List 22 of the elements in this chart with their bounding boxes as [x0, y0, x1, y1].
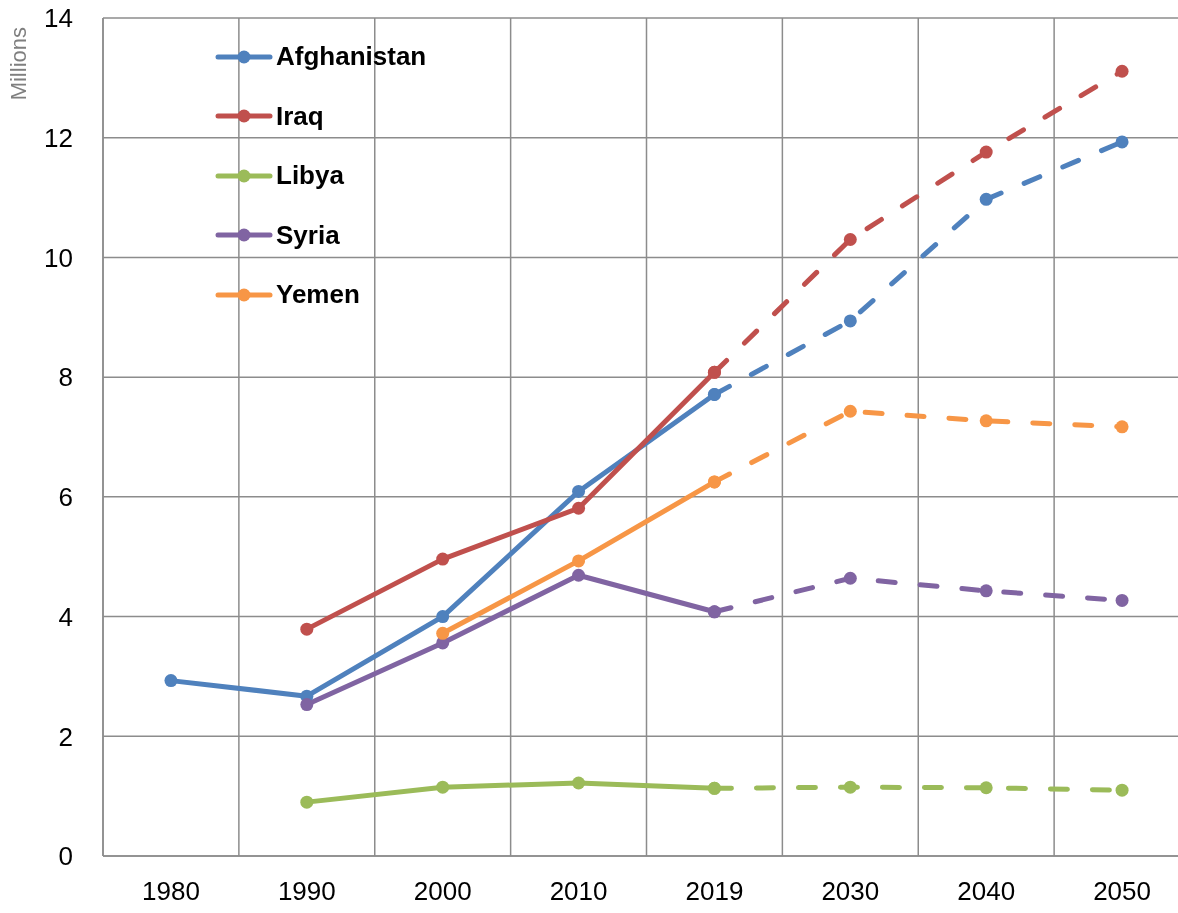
x-tick-label: 2010 [549, 876, 608, 907]
x-tick-label: 2040 [957, 876, 1016, 907]
x-tick-label: 2019 [685, 876, 744, 907]
y-tick-label: 0 [58, 841, 73, 872]
y-tick-label: 10 [44, 242, 73, 273]
y-tick-label: 8 [58, 362, 73, 393]
y-axis-title: Millions [6, 27, 31, 101]
legend-label: Afghanistan [276, 41, 427, 73]
y-tick-label: 4 [58, 601, 73, 632]
legend-label: Libya [276, 160, 344, 192]
y-tick-label: 12 [44, 122, 73, 153]
legend-label: Iraq [276, 100, 324, 132]
y-tick-label: 2 [58, 721, 73, 752]
x-tick-label: 2050 [1093, 876, 1151, 907]
y-tick-label: 14 [44, 3, 73, 34]
legend-label: Syria [276, 219, 340, 251]
y-tick-label: 6 [58, 482, 73, 513]
x-tick-label: 2030 [821, 876, 880, 907]
x-tick-label: 1990 [277, 876, 336, 907]
x-tick-label: 2000 [413, 876, 472, 907]
legend-label: Yemen [276, 279, 360, 311]
x-tick-label: 1980 [142, 876, 200, 907]
